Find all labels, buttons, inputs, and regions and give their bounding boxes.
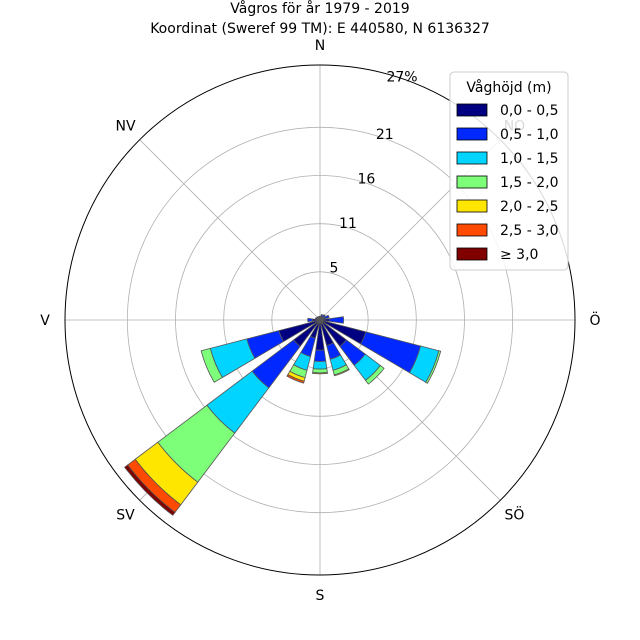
legend-swatch [456, 199, 488, 213]
legend: Våghöjd (m) 0,0 - 0,5 0,5 - 1,0 1,0 - 1,5 1,… [449, 71, 569, 271]
legend-swatch [456, 247, 488, 261]
legend-label: 2,0 - 2,5 [500, 199, 558, 215]
legend-title: Våghöjd (m) [466, 79, 551, 96]
direction-label: SÖ [505, 505, 525, 523]
rose-bar-segment [200, 347, 223, 383]
rose-bar-segment [328, 316, 345, 324]
direction-label: SV [116, 507, 135, 523]
rose-bar-segment [124, 464, 176, 516]
legend-swatch [456, 151, 488, 165]
outer-ring [64, 64, 576, 576]
radial-tick-label: 5 [330, 260, 339, 276]
chart-title: Vågros för år 1979 - 2019 [230, 0, 409, 17]
direction-label: Ö [589, 311, 600, 329]
legend-label: 0,5 - 1,0 [500, 127, 558, 143]
rose-bar-segment [333, 368, 350, 377]
rose-bar-segment [312, 371, 328, 375]
direction-label: V [40, 313, 50, 329]
rose-bars [124, 314, 442, 516]
legend-swatch [456, 223, 488, 237]
grid-spoke [139, 139, 321, 321]
legend-frame [449, 71, 569, 271]
chart-subtitle: Koordinat (Sweref 99 TM): E 440580, N 61… [150, 21, 490, 37]
rose-bar-segment [323, 314, 330, 320]
rose-bar-segment [425, 350, 442, 384]
legend-swatch [456, 127, 488, 141]
radial-tick-label: 21 [376, 127, 394, 143]
rose-bar-segment [313, 349, 327, 362]
legend-label: 1,5 - 2,0 [500, 175, 558, 191]
radial-tick-label: 27% [386, 69, 417, 85]
radial-tick-label: 16 [357, 171, 375, 187]
legend-swatch [456, 175, 488, 189]
rose-bar-segment [307, 317, 313, 323]
rose-bar-segment [286, 373, 305, 384]
legend-label: 1,0 - 1,5 [500, 151, 558, 167]
rose-bar-segment [364, 364, 385, 385]
rose-bar-segment [321, 314, 326, 319]
legend-label: ≥ 3,0 [500, 247, 538, 263]
direction-label: N [315, 38, 325, 54]
direction-label: NV [116, 119, 136, 135]
rose-bar-segment [312, 360, 328, 370]
legend-label: 2,5 - 3,0 [500, 223, 558, 239]
legend-label: 0,0 - 0,5 [500, 103, 558, 119]
radial-tick-label: 11 [339, 216, 357, 232]
radial-tick-labels: 5 11 16 21 27% [330, 69, 418, 276]
rose-bar-segment [317, 315, 321, 319]
direction-label: S [316, 588, 325, 604]
legend-swatch [456, 103, 488, 117]
